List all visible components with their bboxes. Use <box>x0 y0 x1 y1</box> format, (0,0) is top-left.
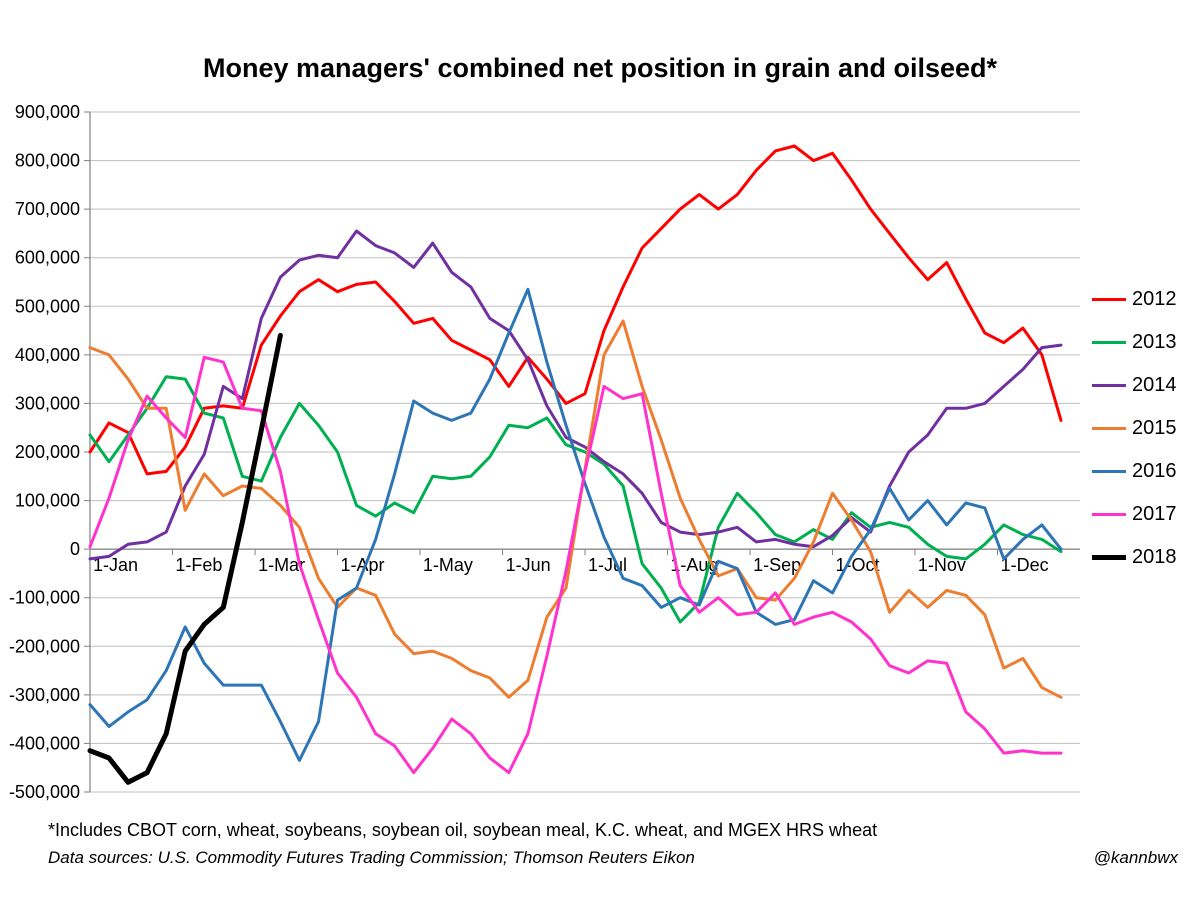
y-axis-tick-label: 200,000 <box>15 442 80 462</box>
legend-label: 2016 <box>1132 460 1177 483</box>
x-axis-tick-label: 1-Sep <box>753 555 801 575</box>
legend-swatch <box>1092 427 1126 430</box>
line-chart-svg: -500,000 -400,000 -300,000 -200,000 -100,000… <box>0 0 1200 900</box>
y-axis-tick-label: 800,000 <box>15 151 80 171</box>
y-axis-tick-label: 300,000 <box>15 393 80 413</box>
y-axis-tick-label: -100,000 <box>9 588 80 608</box>
y-axis-tick-label: 0 <box>70 539 80 559</box>
legend-label: 2015 <box>1132 417 1177 440</box>
footnote-text: *Includes CBOT corn, wheat, soybeans, so… <box>48 820 877 841</box>
y-axis-tick-label: 700,000 <box>15 199 80 219</box>
legend: 2012 2013 2014 2015 2016 2017 2018 <box>1092 288 1177 589</box>
legend-item-2013: 2013 <box>1092 331 1177 354</box>
data-sources-text: Data sources: U.S. Commodity Futures Tra… <box>48 848 695 868</box>
legend-label: 2014 <box>1132 374 1177 397</box>
legend-swatch <box>1092 513 1126 516</box>
y-axis-tick-label: 600,000 <box>15 248 80 268</box>
x-axis-tick-label: 1-May <box>423 555 473 575</box>
legend-swatch <box>1092 298 1126 301</box>
x-axis-tick-label: 1-Feb <box>175 555 222 575</box>
legend-item-2016: 2016 <box>1092 460 1177 483</box>
legend-label: 2012 <box>1132 288 1177 311</box>
legend-swatch <box>1092 555 1126 560</box>
y-axis-tick-label: 100,000 <box>15 491 80 511</box>
y-axis-tick-label: -300,000 <box>9 685 80 705</box>
y-axis-tick-label: -200,000 <box>9 636 80 656</box>
legend-label: 2017 <box>1132 503 1177 526</box>
legend-swatch <box>1092 341 1126 344</box>
legend-item-2012: 2012 <box>1092 288 1177 311</box>
x-axis-tick-label: 1-Dec <box>1001 555 1049 575</box>
x-axis-tick-label: 1-Jun <box>506 555 551 575</box>
legend-label: 2013 <box>1132 331 1177 354</box>
legend-item-2018: 2018 <box>1092 546 1177 569</box>
chart-area: -500,000 -400,000 -300,000 -200,000 -100,000… <box>0 0 1200 900</box>
legend-swatch <box>1092 384 1126 387</box>
y-axis-tick-label: 500,000 <box>15 296 80 316</box>
y-axis-tick-label: 900,000 <box>15 102 80 122</box>
y-axis-tick-label: 400,000 <box>15 345 80 365</box>
legend-item-2017: 2017 <box>1092 503 1177 526</box>
author-handle: @kannbwx <box>1094 848 1178 868</box>
legend-label: 2018 <box>1132 546 1177 569</box>
legend-item-2014: 2014 <box>1092 374 1177 397</box>
y-axis-tick-label: -500,000 <box>9 782 80 802</box>
legend-swatch <box>1092 470 1126 473</box>
y-axis-tick-label: -400,000 <box>9 733 80 753</box>
legend-item-2015: 2015 <box>1092 417 1177 440</box>
